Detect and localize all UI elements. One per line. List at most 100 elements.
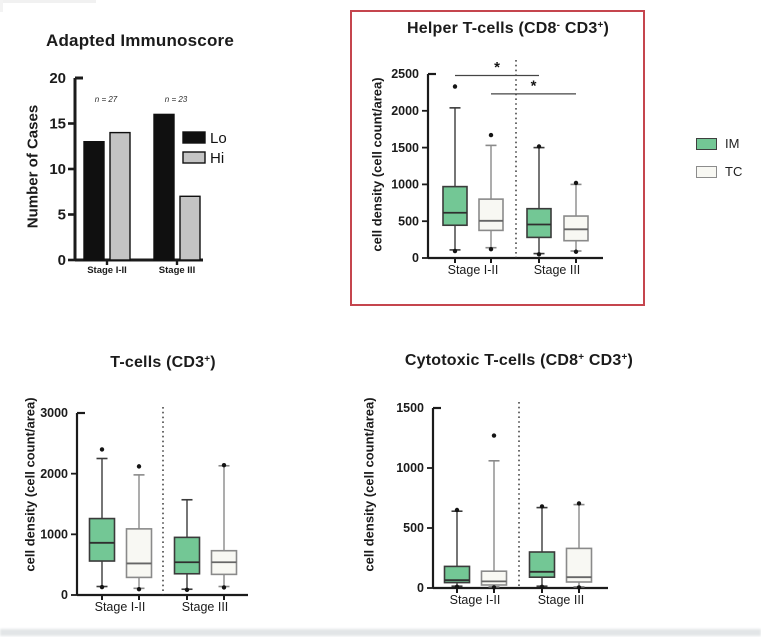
- n-annotation: n = 27: [95, 95, 118, 104]
- title-cytotoxic-tcells: Cytotoxic T-cells (CD8+ CD3+): [378, 352, 660, 370]
- outlier-dot: [573, 180, 579, 186]
- outlier-dot: [488, 132, 494, 138]
- outlier-dot: [576, 585, 582, 590]
- legend-label-hi: Hi: [210, 150, 224, 167]
- box-im-stage3: [173, 498, 201, 593]
- outlier-dot: [576, 501, 582, 506]
- legend-swatch-hi: [182, 151, 206, 164]
- y-tick-label: 10: [49, 161, 66, 178]
- outlier-dot: [136, 587, 142, 592]
- axes: 0 500 1000 1500 2000 2500: [391, 67, 603, 265]
- box-im-stage1-2: [88, 447, 116, 590]
- legend-label-tc: TC: [725, 164, 743, 179]
- significance-star: *: [531, 77, 537, 94]
- x-category-label: Stage I-II: [95, 600, 146, 614]
- box-tc-stage1-2: [480, 433, 508, 590]
- box-im-stage3: [528, 504, 556, 589]
- title-superscript: -: [556, 19, 561, 31]
- y-tick-label: 0: [412, 251, 419, 265]
- outlier-dot: [491, 433, 497, 438]
- plot-immunoscore: 0 5 10 15 20 n = 27 n = 23 Lo Hi Stage I-II Stage …: [49, 70, 227, 276]
- outlier-dot: [539, 504, 545, 509]
- outlier-dot: [221, 462, 227, 468]
- axes: 0 1000 2000 3000: [40, 406, 248, 602]
- y-tick-label: 500: [398, 214, 419, 228]
- y-tick-label: 3000: [40, 406, 68, 420]
- outlier-dot: [99, 447, 105, 452]
- bars: [83, 113, 201, 261]
- outlier-dot: [136, 464, 142, 469]
- outlier-dot: [99, 584, 105, 590]
- title-text: ): [210, 354, 216, 371]
- title-text: CD3: [584, 352, 622, 369]
- legend-item-im: IM: [696, 136, 742, 151]
- x-category-label: Stage III: [182, 600, 229, 614]
- outlier-dot: [454, 507, 460, 513]
- x-category-label: Stage III: [159, 265, 195, 276]
- y-tick-label: 1500: [396, 401, 424, 415]
- outlier-dot: [539, 584, 545, 589]
- highlight-border: [350, 10, 645, 306]
- title-superscript: +: [204, 353, 211, 365]
- box-tc-stage1-2: [478, 132, 504, 252]
- y-tick-label: 1000: [40, 528, 68, 542]
- title-superscript: +: [597, 19, 604, 31]
- x-category-label: Stage I-II: [87, 265, 127, 276]
- significance-star: *: [494, 59, 500, 76]
- y-tick-label: 0: [58, 252, 66, 269]
- box-tc-stage3: [210, 462, 238, 590]
- y-tick-label: 500: [403, 521, 424, 535]
- box-im-stage1-2: [442, 84, 468, 254]
- bar-hi-1: [179, 195, 201, 261]
- title-text: Helper T-cells (CD8: [407, 20, 557, 37]
- title-text: ): [603, 20, 609, 37]
- y-tick-label: 5: [58, 207, 66, 224]
- x-category-label: Stage III: [534, 263, 581, 277]
- x-category-label: Stage III: [538, 593, 585, 607]
- legend-label-lo: Lo: [210, 130, 227, 147]
- plot-helper-tcells: 0 500 1000 1500 2000 2500 * * Stage I-II Stage II…: [391, 59, 603, 277]
- title-tcells: T-cells (CD3+): [43, 354, 283, 372]
- legend-label-im: IM: [725, 136, 740, 151]
- y-tick-label: 2000: [40, 467, 68, 481]
- outlier-dot: [488, 246, 494, 252]
- outlier-dot: [184, 587, 190, 593]
- plot-tcells: 0 1000 2000 3000 Stage I-II Stage III: [40, 406, 248, 614]
- im-swatch-icon: [696, 137, 717, 150]
- y-tick-label: 1000: [396, 461, 424, 475]
- box-tc-stage3: [565, 501, 593, 590]
- x-category-label: Stage I-II: [450, 593, 501, 607]
- bar-hi-0: [109, 131, 131, 261]
- outlier-dot: [454, 584, 460, 589]
- y-tick-label: 2500: [391, 67, 419, 81]
- title-immunoscore: Adapted Immunoscore: [46, 31, 234, 50]
- outlier-dot: [221, 585, 227, 590]
- outlier-dot: [536, 144, 542, 149]
- y-tick-label: 2000: [391, 104, 419, 118]
- outlier-dot: [573, 249, 579, 254]
- outlier-dot: [452, 84, 458, 89]
- title-superscript: +: [578, 351, 585, 363]
- x-category-label: Stage I-II: [448, 263, 499, 277]
- top-crop-artifact: [0, 0, 96, 3]
- n-annotation: n = 23: [165, 95, 188, 104]
- title-superscript: +: [621, 351, 628, 363]
- y-tick-label: 20: [49, 70, 66, 87]
- title-text: T-cells (CD3: [110, 354, 205, 371]
- title-text: CD3: [560, 20, 598, 37]
- legend-item-tc: TC: [696, 164, 742, 179]
- title-text: Cytotoxic T-cells (CD8: [404, 352, 579, 369]
- tc-swatch-icon: [696, 165, 717, 178]
- figure-legend: IM TC: [696, 136, 742, 192]
- bottom-crop-artifact: [0, 629, 761, 636]
- bar-legend: Lo Hi: [182, 130, 227, 167]
- title-helper-tcells: Helper T-cells (CD8- CD3+): [368, 20, 648, 38]
- title-text: ): [627, 352, 634, 369]
- box-im-stage3: [526, 144, 552, 257]
- y-tick-label: 1500: [391, 141, 419, 155]
- box-tc-stage3: [563, 180, 589, 254]
- y-tick-label: 1000: [391, 178, 419, 192]
- legend-swatch-lo: [182, 131, 206, 144]
- bar-lo-1: [153, 113, 175, 261]
